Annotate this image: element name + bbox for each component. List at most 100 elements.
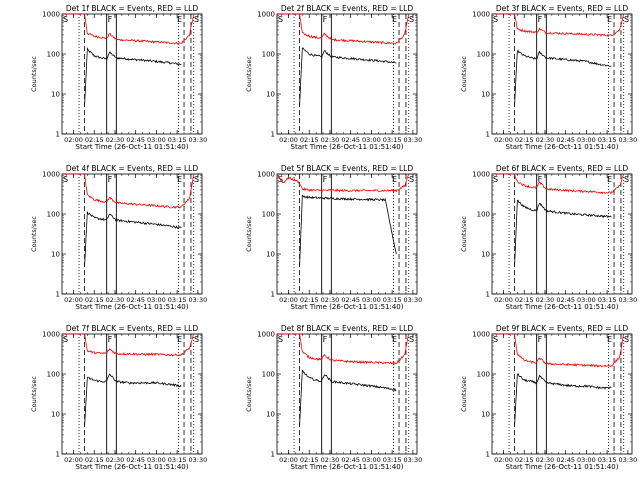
y-tick-label: 1 <box>486 131 490 139</box>
y-tick-label: 100 <box>477 371 490 379</box>
y-axis-label: Counts/sec <box>30 56 38 92</box>
series-lld-line <box>492 174 625 195</box>
x-tick-label: 02:15 <box>300 296 319 304</box>
y-axis-label: Counts/sec <box>460 216 468 252</box>
chart-panel-8: Det 8f BLACK = Events, RED = LLD Counts/s… <box>245 324 422 471</box>
y-tick-label: 1 <box>271 451 275 459</box>
plot-frame <box>276 333 418 455</box>
y-axis-label: Counts/sec <box>245 376 253 412</box>
x-tick-label: 02:00 <box>494 296 513 304</box>
x-axis-label: Start Time (26-Oct-11 01:51:40) <box>76 463 189 471</box>
x-tick-label: 02:15 <box>85 456 104 464</box>
series-lld-line <box>62 334 195 357</box>
marker-label-s: S <box>493 335 498 344</box>
y-tick-label: 100 <box>262 211 275 219</box>
x-tick-label: 02:00 <box>494 136 513 144</box>
x-tick-label: 03:00 <box>147 296 166 304</box>
x-tick-label: 03:15 <box>383 136 402 144</box>
marker-label-s: S <box>63 175 68 184</box>
marker-label-s: S <box>493 175 498 184</box>
x-tick-label: 02:15 <box>300 456 319 464</box>
x-axis-label: Start Time (26-Oct-11 01:51:40) <box>506 303 619 311</box>
x-tick-label: 02:15 <box>515 296 534 304</box>
x-tick-label: 02:45 <box>126 296 145 304</box>
x-tick-label: 03:30 <box>403 136 422 144</box>
x-tick-label: 02:15 <box>300 136 319 144</box>
marker-label-f: F <box>323 15 328 24</box>
series-lld-line <box>62 14 195 45</box>
marker-label-e: E <box>607 335 612 344</box>
x-tick-label: 02:00 <box>64 456 83 464</box>
y-tick-label: 1 <box>271 291 275 299</box>
y-tick-label: 10 <box>51 251 60 259</box>
x-tick-label: 02:45 <box>556 456 575 464</box>
marker-label-e: E <box>177 335 182 344</box>
x-tick-label: 03:30 <box>188 296 207 304</box>
chart-title: Det 7f BLACK = Events, RED = LLD <box>66 324 199 333</box>
y-axis-label: Counts/sec <box>245 56 253 92</box>
series-lld-line <box>62 174 195 209</box>
series-lld-line <box>492 334 625 368</box>
marker-label-s-end: S <box>194 335 199 344</box>
x-axis-label: Start Time (26-Oct-11 01:51:40) <box>291 143 404 151</box>
chart-panel-9: Det 9f BLACK = Events, RED = LLD Counts/s… <box>460 324 637 471</box>
chart-panel-3: Det 3f BLACK = Events, RED = LLD Counts/s… <box>460 4 637 151</box>
marker-label-e: E <box>177 15 182 24</box>
x-tick-label: 03:00 <box>147 136 166 144</box>
y-tick-label: 100 <box>477 211 490 219</box>
series-lld-line <box>277 174 410 193</box>
marker-label-s: S <box>278 335 283 344</box>
x-tick-label: 02:00 <box>279 296 298 304</box>
y-tick-label: 1000 <box>42 11 60 19</box>
chart-title: Det 3f BLACK = Events, RED = LLD <box>496 4 629 13</box>
marker-label-s: S <box>278 15 283 24</box>
marker-label-e: E <box>392 15 397 24</box>
plot-frame <box>61 173 203 295</box>
y-tick-label: 1000 <box>257 331 275 339</box>
x-tick-label: 02:45 <box>126 456 145 464</box>
chart-panel-4: Det 4f BLACK = Events, RED = LLD Counts/s… <box>30 164 207 311</box>
x-tick-label: 03:15 <box>598 136 617 144</box>
x-tick-label: 03:00 <box>147 456 166 464</box>
y-tick-label: 10 <box>266 91 275 99</box>
plot-frame <box>491 173 633 295</box>
series-events-line <box>84 46 182 107</box>
marker-label-s: S <box>63 15 68 24</box>
marker-label-s-end: S <box>409 175 414 184</box>
chart-panel-1: Det 1f BLACK = Events, RED = LLD Counts/s… <box>30 4 207 151</box>
x-tick-label: 02:30 <box>321 296 340 304</box>
x-tick-label: 03:30 <box>403 456 422 464</box>
chart-title: Det 4f BLACK = Events, RED = LLD <box>66 164 199 173</box>
marker-label-s-end: S <box>624 335 629 344</box>
marker-label-s-end: S <box>624 175 629 184</box>
x-tick-label: 03:00 <box>362 296 381 304</box>
y-tick-label: 1000 <box>472 171 490 179</box>
x-tick-label: 03:15 <box>598 296 617 304</box>
y-tick-label: 1 <box>486 451 490 459</box>
x-tick-label: 03:00 <box>362 456 381 464</box>
x-tick-label: 02:15 <box>85 296 104 304</box>
series-events-line <box>299 369 397 427</box>
plot-frame <box>491 333 633 455</box>
marker-label-e: E <box>607 175 612 184</box>
x-tick-label: 02:30 <box>106 136 125 144</box>
x-axis-label: Start Time (26-Oct-11 01:51:40) <box>506 463 619 471</box>
x-tick-label: 02:30 <box>106 296 125 304</box>
series-events-line <box>84 373 182 427</box>
marker-label-f: F <box>323 175 328 184</box>
chart-title: Det 5f BLACK = Events, RED = LLD <box>281 164 414 173</box>
series-events-line <box>299 194 397 267</box>
series-events-line <box>514 372 612 427</box>
x-tick-label: 02:00 <box>64 296 83 304</box>
x-tick-label: 02:00 <box>279 136 298 144</box>
y-axis-label: Counts/sec <box>245 216 253 252</box>
y-tick-label: 100 <box>47 51 60 59</box>
y-tick-label: 10 <box>266 251 275 259</box>
y-tick-label: 10 <box>481 91 490 99</box>
x-tick-label: 02:45 <box>341 456 360 464</box>
x-tick-label: 03:30 <box>618 296 637 304</box>
y-tick-label: 1000 <box>257 171 275 179</box>
marker-label-e: E <box>392 335 397 344</box>
y-tick-label: 1 <box>56 451 60 459</box>
